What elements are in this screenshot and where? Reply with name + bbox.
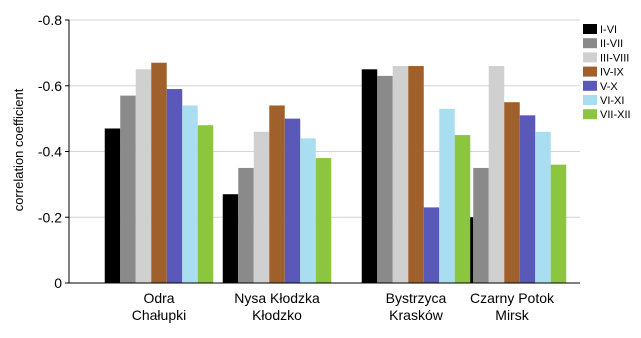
legend-swatch — [583, 109, 597, 120]
bar — [238, 167, 254, 283]
legend-swatch — [583, 52, 597, 63]
y-axis-label: correlation coefficient — [11, 88, 26, 211]
bar — [300, 138, 316, 283]
category-label: Krasków — [389, 307, 444, 323]
category-label: Mirsk — [495, 307, 529, 323]
legend-swatch — [583, 24, 597, 34]
legend-swatch — [583, 38, 597, 49]
bar — [488, 66, 505, 284]
bar — [151, 62, 167, 283]
category-label: Bystrzyca — [386, 290, 447, 306]
y-tick-label: 0 — [54, 275, 62, 291]
y-tick-labels: 0 -0.2 -0.4 -0.6 -0.8 — [38, 12, 62, 291]
bar — [104, 128, 121, 283]
legend-label: II-VII — [600, 38, 623, 50]
category-label: Chałupki — [132, 307, 186, 323]
bar — [473, 167, 489, 283]
legend-label: VII-XII — [600, 109, 631, 121]
bar — [315, 158, 332, 283]
bar — [197, 125, 214, 283]
bar — [361, 69, 378, 283]
bar — [222, 194, 239, 283]
legend: I-VI II-VII III-VIII IV-IX V-X VI-XI VII-XII — [583, 24, 631, 121]
y-tick-label: -0.2 — [38, 209, 62, 225]
category-label: Czarny Potok — [470, 290, 555, 306]
bar — [454, 135, 471, 283]
bar — [377, 75, 393, 283]
legend-label: I-VI — [600, 24, 617, 36]
legend-label: VI-XI — [600, 95, 624, 107]
bar — [253, 131, 270, 283]
axes — [65, 19, 580, 284]
bar — [392, 66, 409, 284]
bar — [166, 89, 183, 283]
bar — [120, 95, 136, 283]
category-label: Kłodzko — [252, 307, 302, 323]
category-label: Nysa Kłodzka — [234, 290, 320, 306]
category-label: Odra — [143, 290, 174, 306]
legend-label: V-X — [600, 81, 618, 93]
legend-swatch — [583, 80, 597, 91]
bar — [423, 207, 440, 283]
bar — [504, 102, 520, 283]
y-tick-label: -0.6 — [38, 78, 62, 94]
bar — [408, 66, 424, 284]
legend-swatch — [583, 95, 597, 105]
legend-label: IV-IX — [600, 67, 625, 79]
bar — [439, 108, 455, 283]
legend-label: III-VIII — [600, 52, 629, 64]
legend-swatch — [583, 66, 597, 77]
bar — [535, 131, 551, 283]
bar — [550, 164, 567, 283]
y-tick-label: -0.8 — [38, 12, 62, 28]
bar — [519, 115, 536, 284]
bar — [182, 105, 198, 283]
bar — [135, 69, 152, 283]
y-tick-label: -0.4 — [38, 144, 62, 160]
bar — [284, 118, 301, 283]
bars — [104, 62, 567, 284]
bar — [269, 105, 285, 283]
